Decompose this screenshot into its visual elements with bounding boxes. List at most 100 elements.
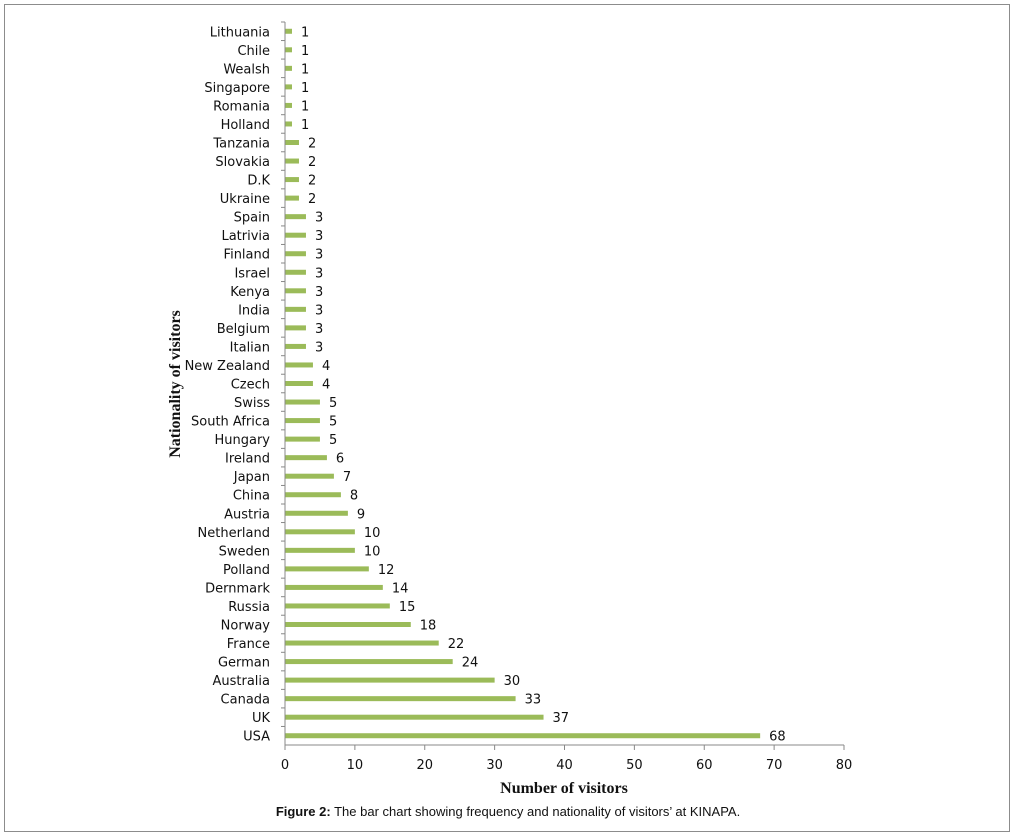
- x-tick-label: 20: [416, 758, 433, 773]
- bar-wealsh: [285, 65, 292, 71]
- category-label: Lithuania: [210, 25, 270, 40]
- bar-ireland: [285, 455, 327, 461]
- category-label: Finland: [224, 248, 270, 263]
- bar-romania: [285, 102, 292, 108]
- bar-lithuania: [285, 28, 292, 34]
- category-label: India: [238, 303, 270, 318]
- category-label: Canada: [221, 693, 270, 708]
- caption-text: The bar chart showing frequency and nati…: [330, 804, 741, 819]
- category-label: Wealsh: [223, 62, 270, 77]
- bar-slovakia: [285, 158, 299, 164]
- category-label: Latrivia: [221, 229, 270, 244]
- value-label: 3: [315, 248, 323, 263]
- value-label: 10: [364, 544, 381, 559]
- bar-dernmark: [285, 584, 383, 590]
- category-label: USA: [243, 730, 270, 745]
- category-label: China: [233, 489, 270, 504]
- bar-canada: [285, 696, 516, 702]
- bar-tanzania: [285, 140, 299, 145]
- value-label: 2: [308, 192, 316, 207]
- value-label: 1: [301, 44, 309, 59]
- category-label: Sweden: [219, 544, 270, 559]
- bar-chart: 1111112222333333334455567891010121415182…: [167, 21, 852, 797]
- value-label: 2: [308, 174, 316, 189]
- value-label: 9: [357, 507, 365, 522]
- bar-usa: [285, 733, 761, 739]
- value-label: 1: [301, 118, 309, 133]
- category-label: France: [227, 637, 270, 652]
- category-label: Tanzania: [212, 137, 270, 152]
- bar-holland: [285, 121, 292, 127]
- value-label: 3: [315, 266, 323, 281]
- figure-frame: [4, 4, 1010, 832]
- category-label: South Africa: [191, 415, 270, 430]
- x-tick-labels-group: 0 10 20 30 40 50 60 70 80: [281, 758, 852, 773]
- bar-south-africa: [285, 418, 320, 424]
- bar-d-k: [285, 177, 299, 183]
- bar-australia: [285, 677, 495, 683]
- value-label: 14: [392, 581, 409, 596]
- value-label: 1: [301, 62, 309, 77]
- bar-india: [285, 306, 306, 312]
- value-label: 1: [301, 81, 309, 96]
- caption-label: Figure 2:: [275, 804, 331, 819]
- value-label: 18: [420, 619, 437, 634]
- category-labels-group: Lithuania Chile Wealsh Singapore Romania Holl…: [185, 25, 271, 744]
- value-label: 3: [315, 322, 323, 337]
- x-axis-label: Number of visitors: [500, 780, 628, 797]
- bar-netherland: [285, 529, 355, 535]
- x-tick-label: 80: [836, 758, 853, 773]
- bar-japan: [285, 473, 334, 479]
- value-label: 6: [336, 452, 344, 467]
- bar-italian: [285, 343, 306, 349]
- bar-chile: [285, 47, 292, 53]
- category-label: Romania: [213, 99, 270, 114]
- value-label: 12: [378, 563, 395, 578]
- bar-israel: [285, 269, 306, 275]
- value-label: 3: [315, 229, 323, 244]
- value-label: 1: [301, 99, 309, 114]
- x-tick-label: 30: [486, 758, 503, 773]
- category-label: Israel: [234, 266, 270, 281]
- bar-china: [285, 492, 341, 498]
- category-label: Singapore: [204, 81, 270, 96]
- value-label: 15: [399, 600, 416, 615]
- value-label: 22: [448, 637, 465, 652]
- category-label: Czech: [231, 378, 270, 393]
- value-label: 1: [301, 25, 309, 40]
- value-label: 2: [308, 137, 316, 152]
- bar-polland: [285, 566, 369, 572]
- x-tick-label: 60: [696, 758, 713, 773]
- bar-norway: [285, 622, 411, 627]
- category-label: Belgium: [217, 322, 270, 337]
- category-label: UK: [252, 711, 271, 726]
- category-label: German: [218, 656, 270, 671]
- bar-czech: [285, 381, 313, 386]
- value-label: 68: [769, 730, 786, 745]
- value-label: 8: [350, 489, 358, 504]
- bar-hungary: [285, 436, 320, 442]
- value-label: 5: [329, 433, 337, 448]
- category-label: Polland: [223, 563, 270, 578]
- bar-spain: [285, 214, 306, 220]
- category-label: Austria: [224, 507, 270, 522]
- bar-ukraine: [285, 195, 299, 201]
- category-label: New Zealand: [185, 359, 270, 374]
- value-label: 30: [504, 674, 521, 689]
- value-labels-group: 1111112222333333334455567891010121415182…: [301, 25, 786, 744]
- category-label: Holland: [221, 118, 270, 133]
- bar-russia: [285, 603, 390, 609]
- category-label: Swiss: [234, 396, 270, 411]
- bar-kenya: [285, 288, 306, 294]
- figure-caption: Figure 2: The bar chart showing frequenc…: [0, 804, 1016, 819]
- x-tick-label: 50: [626, 758, 643, 773]
- x-tick-label: 70: [766, 758, 783, 773]
- bar-austria: [285, 510, 348, 516]
- category-label: Japan: [233, 470, 270, 485]
- value-label: 10: [364, 526, 381, 541]
- y-axis-label: Nationality of visitors: [167, 310, 184, 458]
- x-tick-label: 40: [556, 758, 573, 773]
- value-label: 3: [315, 340, 323, 355]
- bar-uk: [285, 714, 544, 720]
- bar-belgium: [285, 325, 306, 331]
